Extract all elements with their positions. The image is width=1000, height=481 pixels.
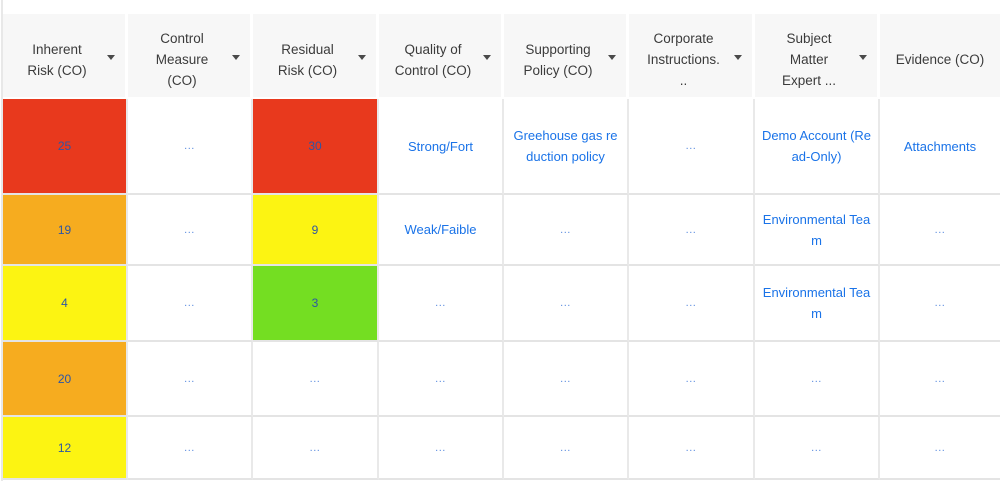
quality-of-control-cell[interactable]: ...: [379, 417, 504, 480]
residual-risk-cell[interactable]: ...: [253, 342, 379, 417]
column-header-label: Supporting Policy (CO): [523, 41, 593, 78]
column-header-quality-of-control[interactable]: Quality of Control (CO): [379, 14, 504, 99]
residual-risk-cell[interactable]: 30: [253, 99, 379, 195]
column-header-label: Corporate Instructions. ..: [647, 31, 720, 88]
column-header-inherent-risk[interactable]: Inherent Risk (CO): [3, 14, 128, 99]
control-measure-cell[interactable]: ...: [128, 342, 253, 417]
table-row: 12 ... ... ... ... ... ... ...: [3, 417, 1000, 480]
supporting-policy-cell[interactable]: Greehouse gas reduction policy: [504, 99, 629, 195]
subject-matter-expert-cell[interactable]: ...: [755, 417, 880, 480]
corporate-instructions-cell[interactable]: ...: [629, 266, 755, 342]
corporate-instructions-cell[interactable]: ...: [629, 99, 755, 195]
column-header-label: Subject Matter Expert ...: [781, 31, 837, 88]
subject-matter-expert-cell[interactable]: Environmental Team: [755, 195, 880, 266]
control-measure-cell[interactable]: ...: [128, 417, 253, 480]
column-header-subject-matter-expert[interactable]: Subject Matter Expert ...: [755, 14, 880, 99]
column-header-evidence[interactable]: Evidence (CO): [880, 14, 1000, 99]
quality-of-control-cell[interactable]: Strong/Fort: [379, 99, 504, 195]
evidence-cell[interactable]: ...: [880, 266, 1000, 342]
sort-arrow-icon[interactable]: [608, 54, 616, 60]
subject-matter-expert-cell[interactable]: ...: [755, 342, 880, 417]
supporting-policy-cell[interactable]: ...: [504, 266, 629, 342]
table-row: 19 ... 9 Weak/Faible ... ... Environment…: [3, 195, 1000, 266]
inherent-risk-cell[interactable]: 20: [3, 342, 128, 417]
column-header-label: Inherent Risk (CO): [27, 41, 87, 78]
residual-risk-cell[interactable]: 3: [253, 266, 379, 342]
sort-arrow-icon[interactable]: [483, 54, 491, 60]
inherent-risk-cell[interactable]: 19: [3, 195, 128, 266]
sort-arrow-icon[interactable]: [734, 54, 742, 60]
column-header-residual-risk[interactable]: Residual Risk (CO): [253, 14, 379, 99]
corporate-instructions-cell[interactable]: ...: [629, 195, 755, 266]
risk-register-table: Inherent Risk (CO) Control Measure (CO) …: [3, 14, 1000, 480]
control-measure-cell[interactable]: ...: [128, 266, 253, 342]
evidence-cell[interactable]: ...: [880, 342, 1000, 417]
control-measure-cell[interactable]: ...: [128, 195, 253, 266]
table-row: 20 ... ... ... ... ... ... ...: [3, 342, 1000, 417]
subject-matter-expert-cell[interactable]: Environmental Team: [755, 266, 880, 342]
column-header-supporting-policy[interactable]: Supporting Policy (CO): [504, 14, 629, 99]
supporting-policy-cell[interactable]: ...: [504, 342, 629, 417]
column-header-corporate-instructions[interactable]: Corporate Instructions. ..: [629, 14, 755, 99]
quality-of-control-cell[interactable]: ...: [379, 266, 504, 342]
table-row: 25 ... 30 Strong/Fort Greehouse gas redu…: [3, 99, 1000, 195]
column-header-label: Evidence (CO): [895, 52, 985, 67]
corporate-instructions-cell[interactable]: ...: [629, 417, 755, 480]
table-header-row: Inherent Risk (CO) Control Measure (CO) …: [3, 14, 1000, 99]
column-header-label: Residual Risk (CO): [277, 41, 338, 78]
sort-arrow-icon[interactable]: [107, 54, 115, 60]
quality-of-control-cell[interactable]: ...: [379, 342, 504, 417]
supporting-policy-cell[interactable]: ...: [504, 417, 629, 480]
column-header-label: Control Measure (CO): [155, 31, 209, 88]
supporting-policy-cell[interactable]: ...: [504, 195, 629, 266]
evidence-cell[interactable]: ...: [880, 417, 1000, 480]
inherent-risk-cell[interactable]: 12: [3, 417, 128, 480]
subject-matter-expert-cell[interactable]: Demo Account (Read-Only): [755, 99, 880, 195]
residual-risk-cell[interactable]: 9: [253, 195, 379, 266]
control-measure-cell[interactable]: ...: [128, 99, 253, 195]
inherent-risk-cell[interactable]: 25: [3, 99, 128, 195]
evidence-cell[interactable]: ...: [880, 195, 1000, 266]
table-row: 4 ... 3 ... ... ... Environmental Team .…: [3, 266, 1000, 342]
column-header-label: Quality of Control (CO): [394, 41, 472, 78]
quality-of-control-cell[interactable]: Weak/Faible: [379, 195, 504, 266]
residual-risk-cell[interactable]: ...: [253, 417, 379, 480]
table-left-edge-divider: [1, 0, 3, 481]
evidence-cell[interactable]: Attachments: [880, 99, 1000, 195]
sort-arrow-icon[interactable]: [232, 54, 240, 60]
column-header-control-measure[interactable]: Control Measure (CO): [128, 14, 253, 99]
corporate-instructions-cell[interactable]: ...: [629, 342, 755, 417]
risk-table-container: Inherent Risk (CO) Control Measure (CO) …: [3, 14, 1000, 481]
sort-arrow-icon[interactable]: [358, 54, 366, 60]
sort-arrow-icon[interactable]: [859, 54, 867, 60]
inherent-risk-cell[interactable]: 4: [3, 266, 128, 342]
